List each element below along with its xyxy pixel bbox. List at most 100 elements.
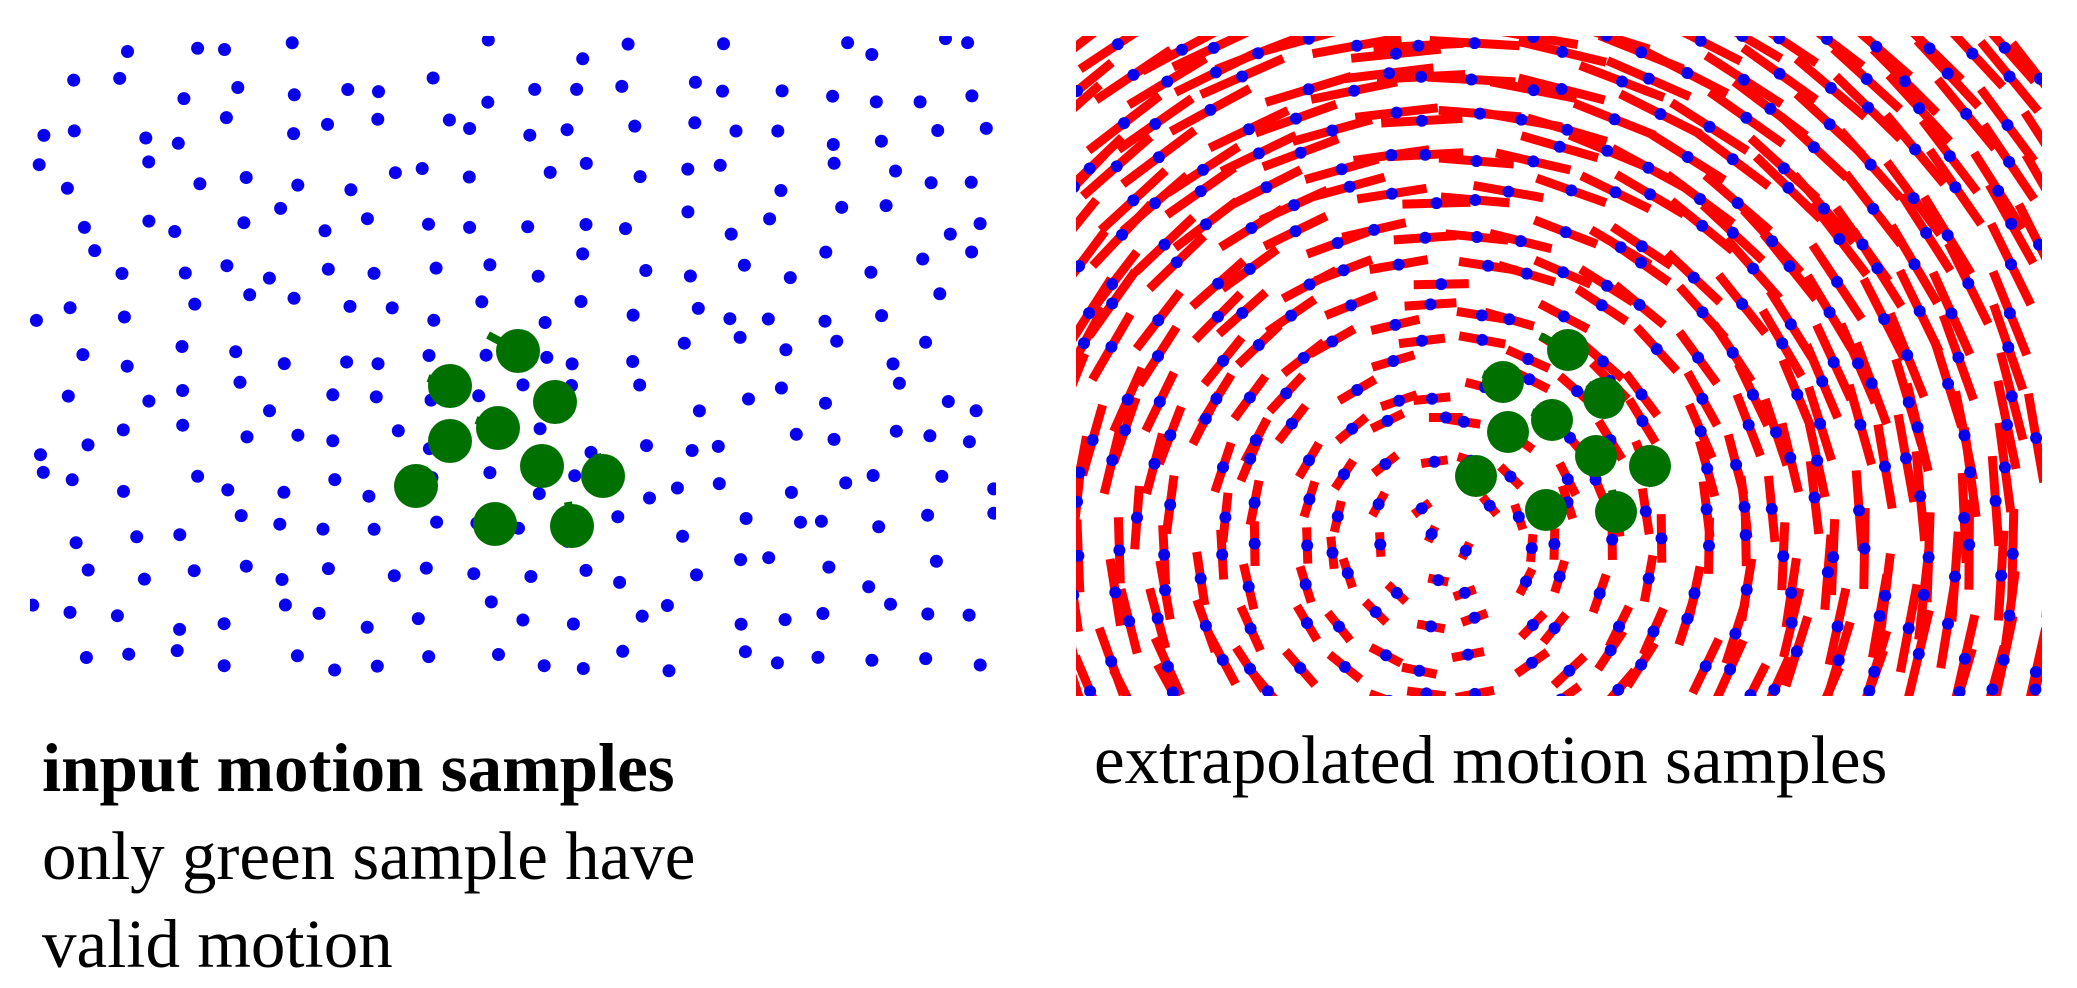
- sample-point: [1123, 615, 1135, 627]
- sample-point: [1379, 458, 1391, 470]
- sample-point: [1832, 621, 1844, 633]
- sample-point: [1374, 539, 1386, 551]
- sample-point: [1548, 538, 1560, 550]
- sample-point: [1217, 461, 1229, 473]
- sample-point: [575, 295, 588, 308]
- sample-point: [220, 259, 233, 272]
- sample-point: [1635, 659, 1647, 671]
- sample-point: [1295, 147, 1307, 159]
- sample-point: [288, 292, 301, 305]
- sample-point: [326, 388, 339, 401]
- sample-point: [1382, 415, 1394, 427]
- sample-point: [1697, 306, 1709, 318]
- sample-point: [734, 553, 747, 566]
- sample-point: [725, 228, 738, 241]
- sample-point: [263, 272, 276, 285]
- sample-point: [884, 598, 897, 611]
- sample-point: [1200, 413, 1212, 425]
- sample-point: [693, 404, 706, 417]
- sample-point: [430, 262, 443, 275]
- sample-point: [188, 298, 201, 311]
- sample-point: [676, 530, 689, 543]
- extrapolated-samples-title: extrapolated motion samples: [1094, 716, 2054, 804]
- valid-sample: [1531, 399, 1573, 441]
- sample-point: [1300, 578, 1312, 590]
- sample-point: [179, 267, 192, 280]
- sample-point: [794, 516, 807, 529]
- valid-sample: [473, 502, 517, 546]
- sample-point: [1914, 305, 1926, 317]
- sample-point: [1426, 393, 1438, 405]
- sample-point: [1244, 453, 1256, 465]
- sample-point: [130, 530, 143, 543]
- sample-point: [1425, 620, 1437, 632]
- sample-point: [1526, 542, 1538, 554]
- sample-point: [1597, 355, 1609, 367]
- sample-point: [368, 523, 381, 536]
- sample-point: [1913, 102, 1925, 114]
- sample-point: [193, 177, 206, 190]
- sample-point: [576, 52, 589, 65]
- sample-point: [1909, 143, 1921, 155]
- sample-point: [839, 476, 852, 489]
- sample-point: [2003, 610, 2015, 622]
- sample-point: [1523, 373, 1535, 385]
- sample-point: [1824, 118, 1836, 130]
- sample-point: [987, 482, 996, 495]
- sample-point: [1243, 581, 1255, 593]
- sample-point: [191, 42, 204, 55]
- sample-point: [1822, 566, 1834, 578]
- sample-point: [1515, 235, 1527, 247]
- sample-point: [176, 419, 189, 432]
- sample-point: [1986, 683, 1998, 695]
- sample-point: [30, 314, 43, 327]
- sample-point: [1164, 499, 1176, 511]
- sample-point: [1903, 396, 1915, 408]
- sample-point: [568, 469, 581, 482]
- valid-sample: [1525, 489, 1567, 531]
- sample-point: [2029, 683, 2041, 695]
- valid-sample: [1595, 491, 1637, 533]
- sample-point: [622, 38, 635, 51]
- sample-point: [1208, 42, 1220, 54]
- valid-sample: [533, 380, 577, 424]
- sample-point: [1899, 75, 1911, 87]
- sample-point: [828, 157, 841, 170]
- sample-point: [716, 85, 729, 98]
- sample-point: [1122, 394, 1134, 406]
- sample-point: [1571, 385, 1583, 397]
- sample-point: [1105, 341, 1117, 353]
- sample-point: [738, 259, 751, 272]
- sample-point: [234, 376, 247, 389]
- sample-point: [613, 576, 626, 589]
- sample-point: [1764, 103, 1776, 115]
- sample-point: [273, 518, 286, 531]
- sample-point: [1920, 227, 1932, 239]
- sample-point: [517, 378, 530, 391]
- sample-point: [684, 270, 697, 283]
- sample-point: [121, 45, 134, 58]
- sample-point: [1419, 232, 1431, 244]
- sample-point: [1333, 621, 1345, 633]
- sample-point: [1527, 155, 1539, 167]
- sample-point: [1469, 612, 1481, 624]
- sample-point: [340, 356, 353, 369]
- sample-point: [636, 610, 649, 623]
- sample-point: [1809, 492, 1821, 504]
- sample-point: [1966, 48, 1978, 60]
- sample-point: [528, 83, 541, 96]
- sample-point: [784, 271, 797, 284]
- sample-point: [1383, 67, 1395, 79]
- sample-point: [1195, 573, 1207, 585]
- sample-point: [427, 72, 440, 85]
- sample-point: [615, 80, 628, 93]
- sample-point: [816, 607, 829, 620]
- sample-point: [1413, 665, 1425, 677]
- sample-point: [1527, 619, 1539, 631]
- sample-point: [639, 264, 652, 277]
- sample-point: [1636, 415, 1648, 427]
- sample-point: [279, 599, 292, 612]
- sample-point: [1301, 617, 1313, 629]
- sample-point: [1380, 649, 1392, 661]
- sample-point: [538, 659, 551, 672]
